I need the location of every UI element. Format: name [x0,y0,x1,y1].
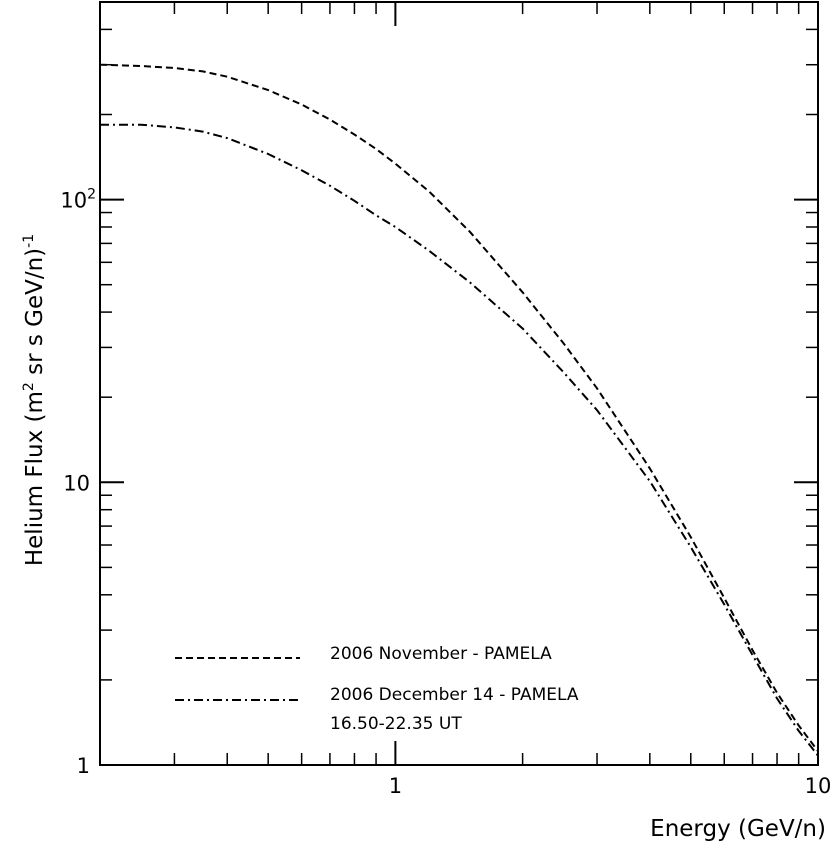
y-tick-label: 10 [63,471,90,495]
series-layer [99,63,819,757]
y-axis-title-main: Helium Flux (m [22,391,48,566]
y-tick-label: 102 [60,187,96,213]
plot-frame [99,1,819,766]
tick-labels: 1 10 1 10 102 [60,187,831,798]
y-axis-title-sup1: 2 [21,382,37,391]
y-tick-label: 1 [77,754,90,778]
legend: 2006 November - PAMELA 2006 December 14 … [175,644,579,734]
y-axis-title-sup2: -1 [21,234,37,248]
x-tick-label: 10 [805,774,832,798]
x-tick-label: 1 [389,774,402,798]
x-axis-title: Energy (GeV/n) [650,816,826,842]
legend-label-december-time: 16.50-22.35 UT [330,714,462,734]
axis-minor-ticks [99,1,818,765]
y-axis-title: Helium Flux (m2 sr s GeV/n)-1 [21,234,48,566]
series-line-0 [99,63,819,752]
series-line-1 [100,123,819,757]
legend-label-december: 2006 December 14 - PAMELA [330,685,579,705]
y-axis-title-mid: sr s GeV/n) [22,248,48,382]
legend-label-november: 2006 November - PAMELA [330,644,552,664]
